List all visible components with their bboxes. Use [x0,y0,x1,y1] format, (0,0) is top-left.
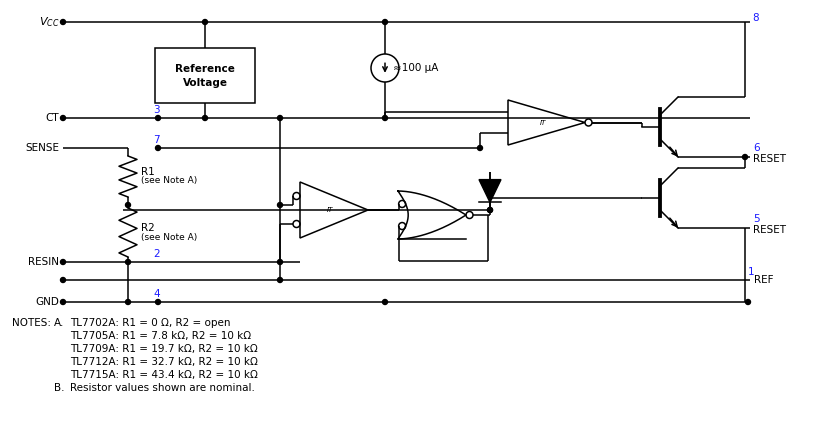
Text: RESET: RESET [753,225,786,235]
Circle shape [488,207,492,212]
Text: SENSE: SENSE [25,143,59,153]
Text: GND: GND [35,297,59,307]
Text: (see Note A): (see Note A) [141,233,197,242]
Circle shape [125,259,130,264]
Text: Reference: Reference [175,64,235,73]
Text: TL7702A: R1 = 0 Ω, R2 = open: TL7702A: R1 = 0 Ω, R2 = open [70,318,230,328]
Circle shape [60,116,65,121]
Polygon shape [479,180,501,202]
Text: NOTES:: NOTES: [12,318,51,328]
Text: RESET: RESET [753,154,786,164]
Circle shape [383,116,387,121]
Text: TL7715A: R1 = 43.4 kΩ, R2 = 10 kΩ: TL7715A: R1 = 43.4 kΩ, R2 = 10 kΩ [70,370,258,380]
Text: 6: 6 [753,143,759,153]
Circle shape [60,277,65,283]
Text: RESIN: RESIN [28,257,59,267]
Circle shape [488,207,492,212]
Circle shape [746,300,751,305]
Circle shape [383,300,387,305]
Text: Resistor values shown are nominal.: Resistor values shown are nominal. [70,383,255,393]
Circle shape [742,155,747,159]
Text: TL7712A: R1 = 32.7 kΩ, R2 = 10 kΩ: TL7712A: R1 = 32.7 kΩ, R2 = 10 kΩ [70,357,258,367]
Circle shape [383,20,387,25]
Text: TL7709A: R1 = 19.7 kΩ, R2 = 10 kΩ: TL7709A: R1 = 19.7 kΩ, R2 = 10 kΩ [70,344,258,354]
Text: REF: REF [754,275,773,285]
Text: (see Note A): (see Note A) [141,176,197,185]
Text: IT: IT [540,120,545,125]
FancyBboxPatch shape [155,48,255,103]
Circle shape [278,202,282,207]
Text: B.: B. [54,383,64,393]
Text: CT: CT [46,113,59,123]
Circle shape [278,277,282,283]
Circle shape [60,300,65,305]
Text: R2: R2 [141,223,155,233]
Text: $V_{CC}$: $V_{CC}$ [38,15,59,29]
Circle shape [155,300,160,305]
Text: ≈100 μA: ≈100 μA [393,63,439,73]
Text: TL7705A: R1 = 7.8 kΩ, R2 = 10 kΩ: TL7705A: R1 = 7.8 kΩ, R2 = 10 kΩ [70,331,252,341]
Text: 8: 8 [752,13,759,23]
Circle shape [278,259,282,264]
Circle shape [203,116,208,121]
Circle shape [203,20,208,25]
Text: 2: 2 [153,249,160,259]
Text: 4: 4 [153,289,160,299]
Text: 3: 3 [153,105,160,115]
Circle shape [155,146,160,151]
Circle shape [60,259,65,264]
Circle shape [125,300,130,305]
Circle shape [155,116,160,121]
Text: A.: A. [54,318,64,328]
Text: 1: 1 [748,267,755,277]
Circle shape [125,202,130,207]
Text: IT: IT [326,207,333,213]
Circle shape [278,116,282,121]
Circle shape [478,146,483,151]
Text: R1: R1 [141,168,155,177]
Text: 7: 7 [153,135,160,145]
Text: Voltage: Voltage [182,78,227,87]
Circle shape [60,20,65,25]
Text: 5: 5 [753,214,759,224]
